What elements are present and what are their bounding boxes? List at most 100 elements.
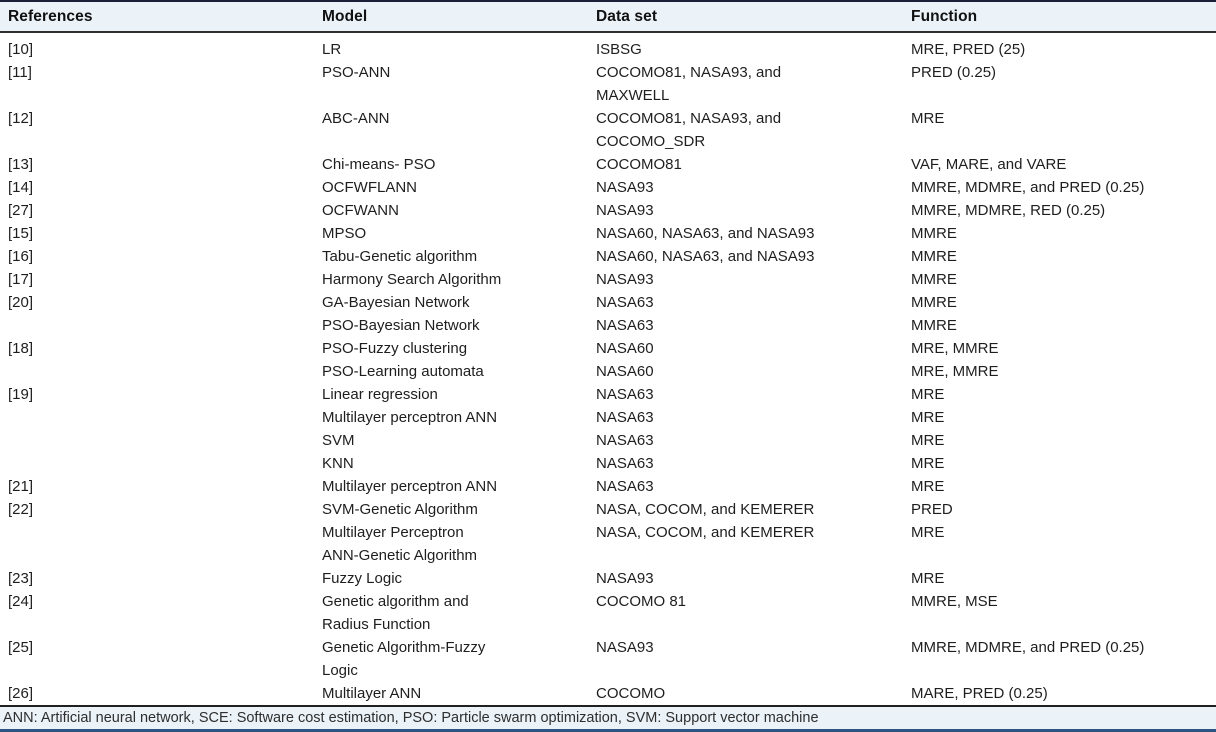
table-row: [21] Multilayer perceptron ANN NASA63 MRE bbox=[0, 475, 1216, 498]
dataset-cell: NASA63 bbox=[596, 294, 654, 311]
model-cell: Multilayer perceptron ANN bbox=[322, 409, 498, 426]
model-cell: OCFWFLANN bbox=[322, 179, 417, 196]
dataset-cell: NASA63 bbox=[596, 432, 654, 449]
model-cell: Harmony Search Algorithm bbox=[322, 271, 502, 288]
function-cell: MMRE bbox=[911, 271, 957, 288]
table-row: [19] Linear regression NASA63 MRE bbox=[0, 383, 1216, 406]
dataset-cell: NASA63 bbox=[596, 386, 654, 403]
function-cell: MRE bbox=[911, 110, 945, 127]
header-row: References Model Data set Function bbox=[0, 2, 1216, 33]
column-header-model: Model bbox=[314, 2, 588, 33]
dataset-cell: NASA, COCOM, and KEMERER bbox=[596, 501, 815, 518]
table-row: [11] PSO-ANN COCOMO81, NASA93, and MAXWELL… bbox=[0, 61, 1216, 107]
dataset-cell: NASA63 bbox=[596, 317, 654, 334]
reference-cell: [19] bbox=[8, 386, 34, 403]
model-cell: ABC-ANN bbox=[322, 110, 390, 127]
model-cell: Fuzzy Logic bbox=[322, 570, 403, 587]
table-row: Multilayer Perceptron ANN-Genetic Algori… bbox=[0, 521, 1216, 567]
function-cell: MMRE, MDMRE, RED (0.25) bbox=[911, 202, 1106, 219]
table-row: [16] Tabu-Genetic algorithm NASA60, NASA63… bbox=[0, 245, 1216, 268]
model-cell: KNN bbox=[322, 455, 354, 472]
reference-cell: [23] bbox=[8, 570, 34, 587]
function-cell: MRE bbox=[911, 524, 945, 541]
table-row: [25] Genetic Algorithm-Fuzzy Logic NASA93 M… bbox=[0, 636, 1216, 682]
reference-cell: [21] bbox=[8, 478, 34, 495]
function-cell: MRE, PRED (25) bbox=[911, 41, 1026, 58]
function-cell: MMRE bbox=[911, 225, 957, 242]
reference-cell bbox=[0, 314, 314, 337]
reference-cell: [12] bbox=[8, 110, 34, 127]
dataset-cell: NASA60, NASA63, and NASA93 bbox=[596, 225, 815, 242]
table-row: [26] Multilayer ANN COCOMO MARE, PRED (0.25… bbox=[0, 682, 1216, 705]
function-cell: MMRE bbox=[911, 317, 957, 334]
model-cell: MPSO bbox=[322, 225, 367, 242]
table-row: PSO-Bayesian Network NASA63 MMRE bbox=[0, 314, 1216, 337]
table-row: [15] MPSO NASA60, NASA63, and NASA93 MMRE bbox=[0, 222, 1216, 245]
dataset-cell: NASA93 bbox=[596, 179, 654, 196]
function-cell: MRE, MMRE bbox=[911, 340, 999, 357]
dataset-cell: NASA93 bbox=[596, 570, 654, 587]
dataset-cell: NASA93 bbox=[596, 639, 654, 656]
reference-cell: [10] bbox=[8, 41, 34, 58]
dataset-cell: NASA63 bbox=[596, 409, 654, 426]
reference-cell: [24] bbox=[8, 593, 34, 610]
model-cell: PSO-Fuzzy clustering bbox=[322, 340, 468, 357]
function-cell: MRE bbox=[911, 432, 945, 449]
model-cell: Genetic Algorithm-Fuzzy Logic bbox=[322, 639, 486, 679]
dataset-cell: NASA60 bbox=[596, 340, 654, 357]
function-cell: MMRE bbox=[911, 294, 957, 311]
reference-cell: [11] bbox=[8, 64, 32, 81]
function-cell: PRED (0.25) bbox=[911, 64, 997, 81]
dataset-cell: COCOMO81, NASA93, and COCOMO_SDR bbox=[596, 110, 782, 150]
table-header: References Model Data set Function bbox=[0, 2, 1216, 33]
dataset-cell: ISBSG bbox=[596, 41, 642, 58]
table-row: [17] Harmony Search Algorithm NASA93 MMRE bbox=[0, 268, 1216, 291]
table-row: Multilayer perceptron ANN NASA63 MRE bbox=[0, 406, 1216, 429]
table-body: [10] LR ISBSG MRE, PRED (25) [11] PSO-ANN COCO… bbox=[0, 32, 1216, 705]
table-row: [14] OCFWFLANN NASA93 MMRE, MDMRE, and PRED… bbox=[0, 176, 1216, 199]
model-cell: Multilayer ANN bbox=[322, 685, 422, 702]
reference-cell bbox=[0, 452, 314, 475]
function-cell: VAF, MARE, and VARE bbox=[911, 156, 1067, 173]
reference-cell: [18] bbox=[8, 340, 34, 357]
reference-cell: [25] bbox=[8, 639, 34, 656]
table-row: [27] OCFWANN NASA93 MMRE, MDMRE, RED (0.25) bbox=[0, 199, 1216, 222]
table-row: [22] SVM-Genetic Algorithm NASA, COCOM, an… bbox=[0, 498, 1216, 521]
model-cell: Multilayer perceptron ANN bbox=[322, 478, 498, 495]
function-cell: MRE bbox=[911, 455, 945, 472]
dataset-cell: COCOMO81, NASA93, and MAXWELL bbox=[596, 64, 782, 104]
reference-cell bbox=[0, 360, 314, 383]
model-cell: SVM bbox=[322, 432, 355, 449]
model-cell: PSO-ANN bbox=[322, 64, 391, 81]
table-row: [10] LR ISBSG MRE, PRED (25) bbox=[0, 32, 1216, 61]
reference-cell: [15] bbox=[8, 225, 34, 242]
reference-cell: [22] bbox=[8, 501, 34, 518]
table-row: PSO-Learning automata NASA60 MRE, MMRE bbox=[0, 360, 1216, 383]
model-cell: Multilayer Perceptron ANN-Genetic Algori… bbox=[322, 524, 478, 564]
dataset-cell: NASA60, NASA63, and NASA93 bbox=[596, 248, 815, 265]
dataset-cell: NASA60 bbox=[596, 363, 654, 380]
column-header-dataset: Data set bbox=[588, 2, 903, 33]
reference-cell: [27] bbox=[8, 202, 34, 219]
reference-cell: [14] bbox=[8, 179, 34, 196]
function-cell: MRE, MMRE bbox=[911, 363, 999, 380]
model-cell: Linear regression bbox=[322, 386, 438, 403]
reference-cell: [16] bbox=[8, 248, 34, 265]
reference-cell bbox=[0, 429, 314, 452]
dataset-cell: NASA, COCOM, and KEMERER bbox=[596, 524, 815, 541]
dataset-cell: COCOMO bbox=[596, 685, 666, 702]
function-cell: MMRE, MSE bbox=[911, 593, 998, 610]
dataset-cell: NASA63 bbox=[596, 478, 654, 495]
dataset-cell: COCOMO81 bbox=[596, 156, 682, 173]
table-row: [23] Fuzzy Logic NASA93 MRE bbox=[0, 567, 1216, 590]
function-cell: MRE bbox=[911, 386, 945, 403]
model-cell: LR bbox=[322, 41, 342, 58]
function-cell: PRED bbox=[911, 501, 953, 518]
model-cell: PSO-Bayesian Network bbox=[322, 317, 480, 334]
table-row: [20] GA-Bayesian Network NASA63 MMRE bbox=[0, 291, 1216, 314]
table-row: SVM NASA63 MRE bbox=[0, 429, 1216, 452]
table-row: [18] PSO-Fuzzy clustering NASA60 MRE, MMRE bbox=[0, 337, 1216, 360]
function-cell: MMRE, MDMRE, and PRED (0.25) bbox=[911, 179, 1145, 196]
model-cell: OCFWANN bbox=[322, 202, 399, 219]
